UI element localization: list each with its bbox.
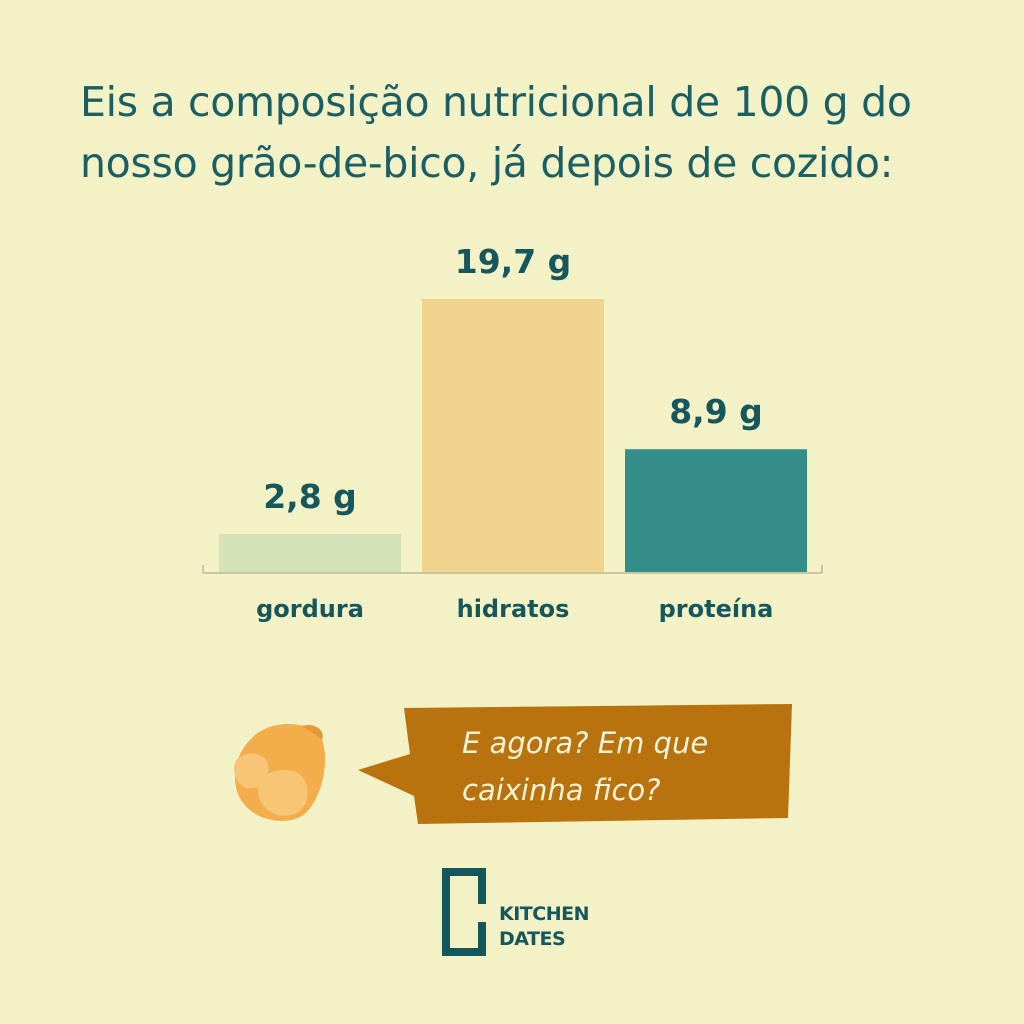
- category-label-hidratos: hidratos: [457, 595, 570, 623]
- bars-layer: [219, 299, 807, 573]
- logo-line-1: KITCHEN: [499, 903, 589, 925]
- speech-bubble-text: E agora? Em que caixinha fico?: [462, 726, 709, 807]
- nutrition-bar-chart: 2,8 g gordura 19,7 g hidratos 8,9 g proteína: [202, 242, 823, 623]
- intro-text: Eis a composição nutricional de 100 g do…: [80, 78, 912, 187]
- bar-value-label-proteína: 8,9 g: [669, 392, 763, 431]
- speech-bubble: [358, 704, 792, 824]
- speech-bubble-shape: [358, 704, 792, 824]
- bar-value-label-hidratos: 19,7 g: [455, 242, 572, 281]
- logo-line-2: DATES: [499, 928, 566, 950]
- logo-mark-icon: [442, 868, 486, 956]
- bar-proteína: [625, 449, 807, 573]
- bar-value-label-gordura: 2,8 g: [263, 477, 357, 516]
- category-label-proteína: proteína: [659, 595, 774, 623]
- labels-layer: 2,8 g gordura 19,7 g hidratos 8,9 g proteína: [256, 242, 773, 623]
- bar-hidratos: [422, 299, 604, 573]
- chickpea-icon: [233, 723, 326, 821]
- category-label-gordura: gordura: [256, 595, 364, 623]
- bar-gordura: [219, 534, 401, 573]
- logo-text: KITCHEN DATES: [499, 902, 589, 952]
- kitchen-dates-logo: KITCHEN DATES: [436, 864, 596, 960]
